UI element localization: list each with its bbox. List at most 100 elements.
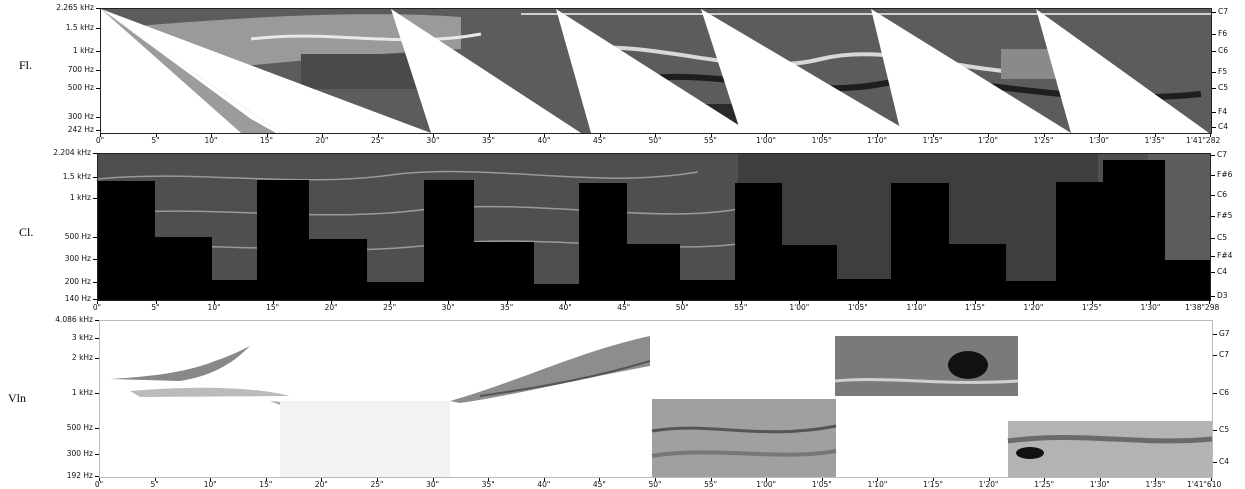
note-tick	[1212, 51, 1216, 52]
note-tick	[1211, 216, 1215, 217]
time-tick	[1043, 134, 1045, 137]
flute-spectrogram	[100, 8, 1212, 134]
freq-tick-label: 2 kHz	[71, 353, 93, 362]
time-tick	[377, 134, 379, 137]
clarinet-spectrogram-image	[98, 154, 1210, 300]
freq-tick-label: 1 kHz	[71, 388, 93, 397]
time-tick	[932, 134, 934, 137]
freq-tick	[96, 51, 100, 52]
freq-tick-label: 1 kHz	[69, 193, 91, 202]
freq-tick	[96, 88, 100, 89]
time-tick-label: 15"	[260, 136, 273, 145]
freq-tick	[95, 454, 99, 455]
freq-tick	[93, 282, 97, 283]
note-tick-label: C5	[1219, 425, 1230, 434]
time-tick	[916, 301, 918, 304]
note-tick	[1213, 462, 1217, 463]
time-tick-label: 1'35"	[1144, 136, 1165, 145]
freq-tick	[96, 70, 100, 71]
freq-tick-label: 300 Hz	[67, 112, 94, 121]
time-tick	[710, 134, 712, 137]
freq-tick-label: 300 Hz	[64, 254, 91, 263]
flute-spectrogram-image	[101, 9, 1211, 133]
time-tick-label: 1'41"610	[1187, 480, 1222, 489]
freq-tick-label: 1.5 kHz	[65, 23, 94, 32]
note-tick-label: F4	[1218, 107, 1228, 116]
violin-spectrogram	[99, 320, 1213, 478]
time-tick-label: 15"	[259, 480, 273, 489]
note-tick-label: F#4	[1217, 251, 1233, 260]
time-tick	[877, 134, 878, 137]
time-tick-label: 30"	[441, 303, 455, 312]
clarinet-panel: Cl. 2.204 kHz 1.5 kHz 1 kHz 500 Hz 300 Hz 200…	[0, 148, 1245, 313]
note-tick	[1211, 272, 1215, 273]
time-tick	[506, 301, 508, 304]
time-tick-label: 30"	[426, 480, 440, 489]
time-tick-label: 55"	[704, 136, 717, 145]
note-tick	[1212, 88, 1216, 89]
time-tick-label: 5"	[150, 480, 159, 489]
time-tick	[155, 134, 157, 137]
time-tick	[710, 478, 712, 481]
note-tick-label: C4	[1218, 122, 1229, 131]
note-tick-label: F#6	[1217, 170, 1233, 179]
note-tick-label: C6	[1219, 388, 1230, 397]
freq-tick-label: 192 Hz	[66, 471, 93, 480]
time-tick-label: 55"	[704, 480, 718, 489]
freq-tick-label: 500 Hz	[64, 232, 91, 241]
time-tick-label: 1'20"	[1023, 303, 1044, 312]
freq-tick	[96, 117, 100, 118]
time-tick	[1091, 301, 1093, 304]
note-tick-label: F5	[1218, 67, 1228, 76]
time-tick	[655, 134, 656, 137]
time-tick-label: 50"	[648, 136, 662, 145]
time-tick	[97, 301, 98, 304]
note-tick	[1213, 430, 1217, 431]
freq-tick	[96, 8, 100, 9]
time-tick	[214, 301, 216, 304]
time-tick	[799, 301, 801, 304]
time-tick	[488, 134, 490, 137]
time-tick	[155, 301, 157, 304]
time-tick	[877, 478, 879, 481]
time-tick-label: 50"	[675, 303, 689, 312]
note-tick-label: D3	[1217, 291, 1228, 300]
violin-spectrogram-image	[100, 321, 1212, 477]
time-tick-label: 1'15"	[923, 480, 943, 489]
freq-tick	[95, 393, 99, 394]
time-tick	[433, 134, 434, 137]
time-tick	[933, 478, 934, 481]
note-tick	[1213, 355, 1217, 356]
note-tick	[1211, 195, 1215, 196]
time-tick	[988, 478, 990, 481]
note-tick	[1212, 112, 1216, 113]
freq-tick	[93, 299, 97, 300]
freq-tick	[96, 130, 100, 131]
time-tick-label: 1'30"	[1089, 136, 1109, 145]
note-tick-label: C5	[1218, 83, 1229, 92]
time-tick	[1209, 301, 1210, 304]
note-tick	[1211, 296, 1215, 297]
time-tick-label: 1'10"	[867, 136, 887, 145]
time-tick-label: 45"	[617, 303, 631, 312]
time-tick-label: 0"	[94, 480, 104, 489]
time-tick	[100, 134, 101, 137]
time-tick	[988, 134, 989, 137]
note-tick-label: C7	[1218, 7, 1229, 16]
freq-tick-label: 242 Hz	[67, 125, 94, 134]
note-tick	[1211, 256, 1215, 257]
freq-tick-label: 1 kHz	[72, 46, 94, 55]
note-tick-label: C7	[1219, 350, 1230, 359]
note-tick	[1211, 238, 1215, 239]
freq-tick-label: 3 kHz	[71, 333, 93, 342]
time-tick	[432, 478, 434, 481]
time-tick	[211, 134, 212, 137]
note-tick-label: G7	[1219, 329, 1230, 338]
time-tick-label: 25"	[371, 136, 384, 145]
time-tick	[1099, 478, 1101, 481]
note-tick-label: C4	[1217, 267, 1228, 276]
note-tick-label: C7	[1217, 150, 1228, 159]
time-tick	[1154, 134, 1156, 137]
freq-tick	[96, 28, 100, 29]
time-tick	[266, 134, 268, 137]
